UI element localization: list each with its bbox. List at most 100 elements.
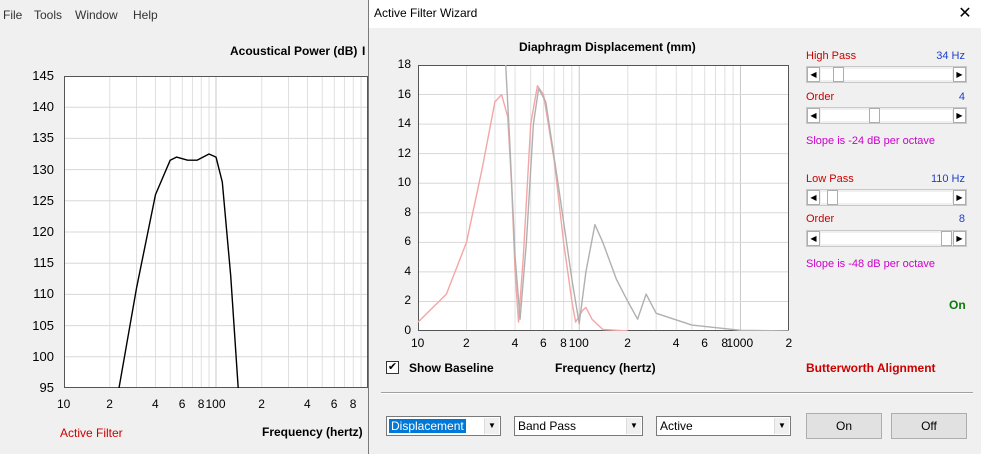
menu-file[interactable]: File [3, 8, 23, 22]
x-tick-label: 2 [106, 397, 113, 411]
off-button[interactable]: Off [891, 413, 967, 439]
close-icon[interactable]: ✕ [958, 5, 972, 22]
scroll-right-icon[interactable]: ▶ [953, 231, 966, 246]
x-tick-label: 4 [304, 397, 311, 411]
slider-thumb[interactable] [833, 67, 844, 82]
slider-thumb[interactable] [869, 108, 880, 123]
bg-y-axis: 145 140 135 130 125 120 115 110 105 100 95 [0, 0, 56, 400]
on-button[interactable]: On [806, 413, 882, 439]
low-pass-slope-text: Slope is -48 dB per octave [806, 258, 936, 270]
y-tick-label: 125 [32, 192, 54, 208]
x-tick-label: 100 [205, 397, 226, 411]
slider-thumb[interactable] [941, 231, 952, 246]
x-tick-label: 6 [330, 397, 338, 411]
y-tick-label: 115 [33, 255, 54, 271]
bg-chart-title-extra: I [362, 44, 366, 58]
x-tick-label: 100 [568, 336, 589, 350]
chevron-down-icon[interactable]: ▼ [774, 418, 789, 434]
x-tick-label: 4 [511, 336, 519, 350]
displacement-x-axis-label: Frequency (hertz) [555, 361, 656, 375]
y-tick-label: 100 [32, 348, 54, 364]
menu-bar: File Tools Window Help [0, 0, 368, 30]
plot-background [418, 65, 789, 331]
series-line-0 [418, 85, 628, 331]
y-tick-label: 120 [32, 224, 54, 239]
show-baseline-checkbox[interactable]: ✔ [386, 361, 399, 374]
bg-x-axis: 10 2 4 6 8 100 2 4 6 8 [0, 0, 368, 420]
y-tick-label: 130 [32, 161, 54, 177]
x-tick-label: 1000 [726, 336, 754, 350]
active-filter-wizard-dialog: Active Filter Wizard ✕ Diaphragm Displac… [368, 0, 981, 454]
chevron-down-icon[interactable]: ▼ [484, 418, 499, 434]
high-pass-slider[interactable]: ◀ ▶ [806, 66, 967, 83]
x-tick-label: 2 [624, 336, 631, 350]
low-pass-label: Low Pass [806, 173, 854, 185]
y-tick-label: 16 [397, 86, 411, 101]
bg-status-label: Active Filter [60, 426, 123, 440]
bg-x-axis-label: Frequency (hertz) [262, 425, 363, 439]
y-tick-label: 10 [397, 175, 411, 190]
filter-active-value: Active [660, 419, 693, 433]
slider-track[interactable] [821, 190, 952, 205]
x-tick-label: 6 [701, 336, 708, 350]
x-tick-label: 10 [57, 397, 71, 411]
low-pass-order-slider[interactable]: ◀ ▶ [806, 230, 967, 247]
low-pass-slider[interactable]: ◀ ▶ [806, 189, 967, 206]
y-tick-label: 145 [32, 68, 54, 83]
x-tick-label: 2 [258, 397, 265, 411]
x-tick-label: 2 [785, 336, 793, 350]
y-tick-label: 8 [404, 204, 411, 219]
y-tick-label: 110 [33, 286, 54, 302]
bg-plot-area [64, 76, 368, 388]
dialog-titlebar: Active Filter Wizard ✕ [369, 0, 981, 28]
separator [381, 392, 973, 394]
plot-border [64, 76, 368, 388]
y-tick-label: 0 [404, 323, 411, 337]
scroll-right-icon[interactable]: ▶ [953, 190, 966, 205]
x-tick-label: 4 [672, 336, 680, 350]
low-pass-value: 110 Hz [930, 173, 965, 185]
high-pass-slope-text: Slope is -24 dB per octave [806, 135, 936, 147]
x-tick-label: 8 [349, 397, 357, 411]
chevron-down-icon[interactable]: ▼ [626, 418, 641, 434]
high-pass-order-value: 4 [958, 91, 965, 103]
display-type-select[interactable]: Displacement ▼ [386, 416, 501, 436]
menu-help[interactable]: Help [133, 8, 158, 22]
filter-mode-select[interactable]: Band Pass ▼ [514, 416, 643, 436]
x-tick-label: 8 [197, 397, 205, 411]
menu-window[interactable]: Window [75, 8, 118, 22]
high-pass-value: 34 Hz [936, 50, 965, 62]
low-pass-order-label: Order [806, 213, 835, 225]
dialog-title: Active Filter Wizard [374, 6, 478, 20]
bg-chart-title: Acoustical Power (dB) [230, 44, 358, 58]
displacement-y-axis: 18 16 14 12 10 8 6 4 2 0 [369, 0, 413, 340]
y-tick-label: 14 [397, 116, 411, 131]
y-tick-label: 4 [404, 263, 411, 278]
menu-tools[interactable]: Tools [34, 8, 63, 22]
displacement-x-axis: 10 2 4 6 8 100 2 4 6 8 1000 2 [369, 0, 799, 352]
scroll-left-icon[interactable]: ◀ [807, 67, 820, 82]
high-pass-label: High Pass [806, 50, 857, 62]
series-line-1 [505, 65, 789, 331]
scroll-right-icon[interactable]: ▶ [953, 108, 966, 123]
slider-track[interactable] [821, 108, 952, 123]
filter-active-select[interactable]: Active ▼ [656, 416, 791, 436]
alignment-label: Butterworth Alignment [806, 361, 936, 375]
scroll-left-icon[interactable]: ◀ [807, 108, 820, 123]
x-tick-label: 10 [411, 336, 425, 350]
scroll-left-icon[interactable]: ◀ [807, 231, 820, 246]
slider-thumb[interactable] [827, 190, 838, 205]
filter-mode-value: Band Pass [518, 419, 577, 433]
x-tick-label: 4 [152, 397, 159, 411]
high-pass-order-slider[interactable]: ◀ ▶ [806, 107, 967, 124]
y-tick-label: 6 [404, 234, 411, 249]
y-tick-label: 140 [32, 99, 54, 115]
slider-track[interactable] [821, 67, 952, 82]
slider-track[interactable] [821, 231, 952, 246]
scroll-right-icon[interactable]: ▶ [953, 67, 966, 82]
scroll-left-icon[interactable]: ◀ [807, 190, 820, 205]
x-tick-label: 6 [178, 397, 186, 411]
y-tick-label: 18 [397, 57, 411, 71]
high-pass-order-label: Order [806, 91, 835, 103]
displacement-plot-area [418, 65, 789, 331]
